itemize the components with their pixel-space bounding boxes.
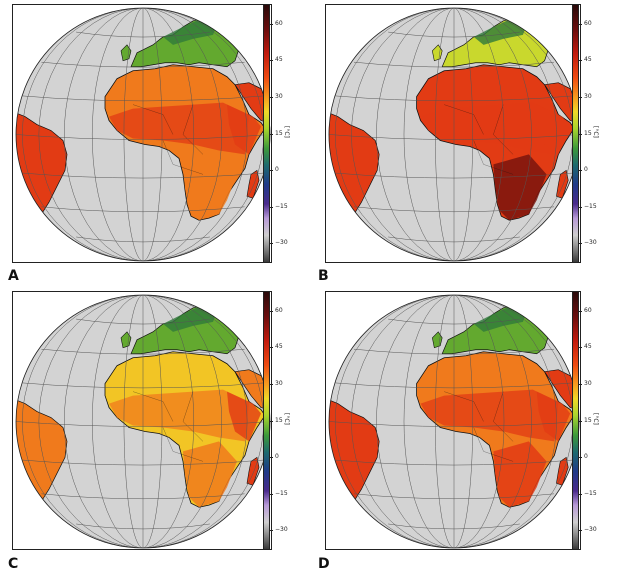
colorbar-tick-label: 60 [584,306,592,314]
colorbar-tick-label: 0 [584,166,588,174]
colorbar-tick-label: 0 [584,453,588,461]
colorbar-tick-label: 60 [584,19,592,27]
panel-label: B [318,268,329,284]
colorbar-tick-label: −30 [584,526,597,534]
globe-edge [328,7,580,262]
globe-map [328,294,580,549]
colorbar-tickmark [579,420,582,422]
graticule [328,294,580,549]
globe-map [328,7,580,262]
colorbar-tick-label: 30 [584,92,592,100]
colorbar-tickmark [579,383,582,385]
colorbar-tick-label: 45 [584,343,592,351]
colorbar-tick-label: −15 [275,489,288,497]
colorbar-tick-label: 15 [275,129,283,137]
colorbar-tickmark [270,457,273,459]
colorbar-tickmark [579,133,582,135]
colorbar-tickmark [579,60,582,62]
colorbar-tick-label: −30 [275,239,288,247]
colorbar-tick-label: 15 [275,416,283,424]
colorbar-tickmark [579,170,582,172]
colorbar-tick-label: 0 [275,453,279,461]
colorbar-tickmark [579,243,582,245]
colorbar [572,291,579,550]
map-frame [325,4,581,263]
colorbar-tick-label: 45 [584,56,592,64]
colorbar-tickmark [270,310,273,312]
colorbar-tickmark [270,60,273,62]
colorbar-tickmark [270,133,273,135]
map-frame [12,4,272,263]
colorbar-tick-label: 0 [275,166,279,174]
colorbar-tick-label: 45 [275,56,283,64]
colorbar-tickmark [270,96,273,98]
colorbar-tick-label: −30 [584,239,597,247]
panel-label: A [8,268,19,284]
colorbar-tick-label: −30 [275,526,288,534]
colorbar-tick-label: 60 [275,19,283,27]
colorbar-tick-label: 30 [584,379,592,387]
panel-label: C [8,556,19,572]
globe-map [15,294,271,549]
colorbar-tick-label: 30 [275,379,283,387]
panel-label: D [318,556,330,572]
colorbar-tickmark [270,170,273,172]
globe-edge [328,294,580,549]
colorbar-unit-label: [°C] [283,412,290,425]
colorbar-tickmark [270,347,273,349]
colorbar-tickmark [579,457,582,459]
globe-edge [15,7,271,262]
colorbar-tickmark [270,23,273,25]
colorbar-tickmark [270,493,273,495]
globe-map [15,7,271,262]
colorbar-tick-label: 60 [275,306,283,314]
colorbar-unit-label: [°C] [283,125,290,138]
colorbar-unit-label: [°C] [592,412,599,425]
colorbar-tickmark [579,347,582,349]
colorbar-tickmark [579,96,582,98]
colorbar-tick-label: 15 [584,129,592,137]
colorbar-tickmark [579,206,582,208]
colorbar-tick-label: 30 [275,92,283,100]
colorbar-tickmark [579,23,582,25]
colorbar-tickmark [270,530,273,532]
colorbar-tickmark [270,420,273,422]
colorbar-tickmark [579,310,582,312]
colorbar-tick-label: 15 [584,416,592,424]
map-frame [12,291,272,550]
colorbar-tickmark [270,206,273,208]
colorbar-tick-label: −15 [584,489,597,497]
colorbar-tickmark [579,530,582,532]
colorbar [263,4,270,263]
colorbar-tickmark [270,243,273,245]
colorbar [572,4,579,263]
map-frame [325,291,581,550]
colorbar [263,291,270,550]
colorbar-tickmark [579,493,582,495]
colorbar-tick-label: −15 [584,202,597,210]
colorbar-tick-label: 45 [275,343,283,351]
colorbar-tick-label: −15 [275,202,288,210]
globe-edge [15,294,271,549]
colorbar-unit-label: [°C] [592,125,599,138]
colorbar-tickmark [270,383,273,385]
